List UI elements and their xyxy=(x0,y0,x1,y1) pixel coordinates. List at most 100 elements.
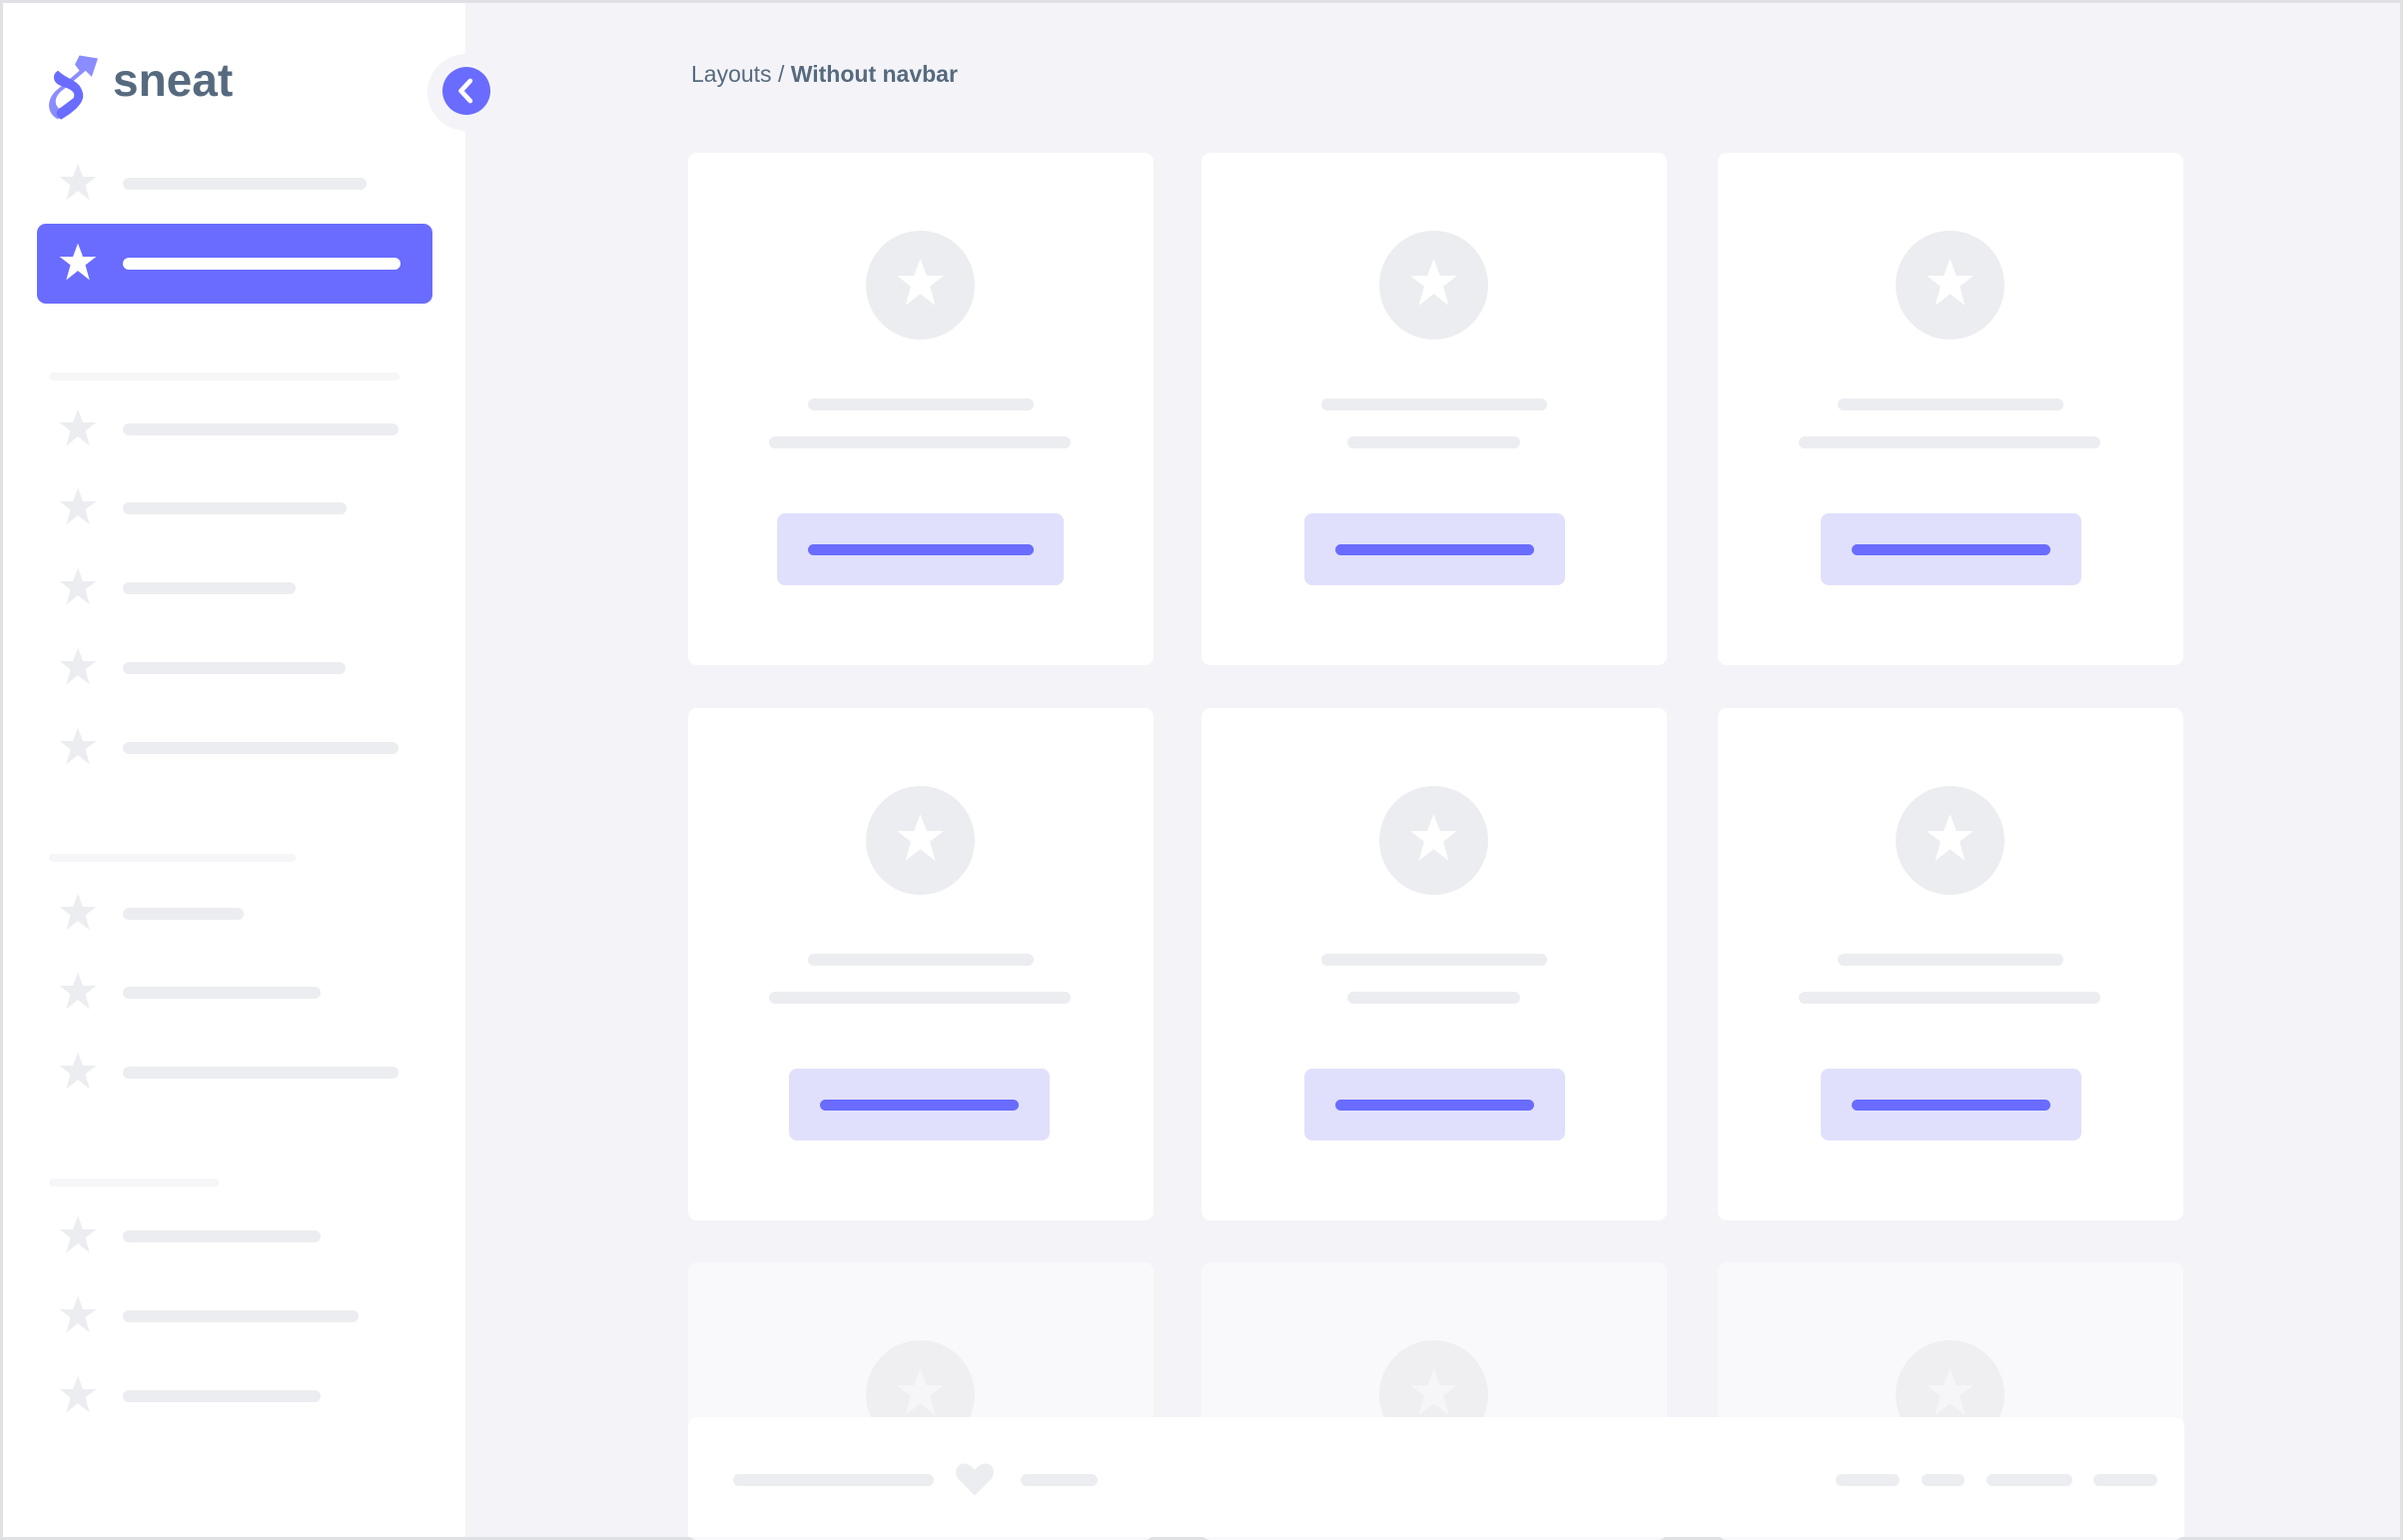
card-avatar xyxy=(1379,786,1488,895)
star-icon xyxy=(58,726,98,766)
card-button[interactable] xyxy=(1304,1069,1565,1141)
card-avatar xyxy=(1896,786,2004,895)
nav-item[interactable] xyxy=(37,389,432,469)
nav-item[interactable] xyxy=(37,1196,432,1276)
nav-item[interactable] xyxy=(37,953,432,1033)
nav-item[interactable] xyxy=(37,1033,432,1113)
card-text-placeholder xyxy=(769,436,1071,448)
star-icon xyxy=(1408,257,1459,308)
star-icon xyxy=(895,257,946,308)
star-icon xyxy=(58,971,98,1011)
sneat-logo-icon xyxy=(46,49,101,123)
star-icon xyxy=(58,1051,98,1091)
section-divider xyxy=(49,373,400,381)
footer-link-placeholder[interactable] xyxy=(1021,1474,1098,1486)
star-icon xyxy=(58,407,98,447)
nav-label-placeholder xyxy=(123,908,244,920)
nav-label-placeholder xyxy=(123,662,346,674)
nav-label-placeholder xyxy=(123,987,321,999)
card-title-placeholder xyxy=(808,398,1034,410)
nav-item[interactable] xyxy=(37,628,432,708)
star-icon xyxy=(1408,812,1459,863)
nav-item[interactable] xyxy=(37,144,432,224)
nav-item[interactable] xyxy=(37,874,432,954)
card-button[interactable] xyxy=(1304,513,1565,585)
nav-item[interactable] xyxy=(37,468,432,548)
star-icon xyxy=(895,812,946,863)
card-avatar xyxy=(866,231,975,340)
card-title-placeholder xyxy=(808,954,1034,966)
nav-item[interactable] xyxy=(37,708,432,788)
button-label-placeholder xyxy=(808,544,1034,555)
button-label-placeholder xyxy=(1852,544,2050,555)
star-icon xyxy=(1925,257,1976,308)
star-icon xyxy=(58,242,98,282)
star-icon xyxy=(58,566,98,606)
button-label-placeholder xyxy=(820,1100,1019,1111)
star-icon xyxy=(58,892,98,932)
breadcrumb-separator: / xyxy=(771,61,791,87)
star-icon xyxy=(58,646,98,686)
star-icon xyxy=(895,1366,946,1417)
placeholder-card xyxy=(688,153,1154,665)
card-button[interactable] xyxy=(1821,513,2081,585)
card-text-placeholder xyxy=(769,992,1071,1004)
star-icon xyxy=(58,1294,98,1334)
footer-link-placeholder[interactable] xyxy=(2093,1474,2157,1486)
star-icon xyxy=(1925,1366,1976,1417)
nav-item[interactable] xyxy=(37,1276,432,1356)
star-icon xyxy=(58,1214,98,1254)
card-text-placeholder xyxy=(1799,992,2100,1004)
card-button[interactable] xyxy=(1821,1069,2081,1141)
placeholder-card xyxy=(1202,153,1667,665)
collapse-sidebar-button[interactable] xyxy=(442,67,490,115)
nav-label-placeholder xyxy=(123,423,399,435)
nav-label-placeholder xyxy=(123,178,367,190)
card-avatar xyxy=(1379,231,1488,340)
nav-label-placeholder xyxy=(123,582,296,594)
star-icon xyxy=(58,1374,98,1414)
card-avatar xyxy=(866,786,975,895)
placeholder-card xyxy=(1718,708,2183,1220)
breadcrumb-parent[interactable]: Layouts xyxy=(691,61,772,87)
section-divider xyxy=(49,854,296,862)
nav-label-placeholder xyxy=(123,1230,321,1242)
card-title-placeholder xyxy=(1838,398,2063,410)
placeholder-card xyxy=(688,708,1154,1220)
card-text-placeholder xyxy=(1799,436,2100,448)
placeholder-card xyxy=(1718,153,2183,665)
placeholder-card xyxy=(1202,708,1667,1220)
star-icon xyxy=(58,486,98,526)
card-title-placeholder xyxy=(1321,954,1547,966)
footer-link-placeholder[interactable] xyxy=(1922,1474,1965,1486)
nav-label-placeholder xyxy=(123,1067,399,1079)
chevron-left-icon xyxy=(458,78,473,104)
breadcrumb: Layouts / Without navbar xyxy=(691,61,958,89)
footer xyxy=(688,1417,2184,1537)
footer-link-placeholder[interactable] xyxy=(1987,1474,2072,1486)
nav-label-placeholder xyxy=(123,742,399,754)
heart-icon xyxy=(955,1462,995,1497)
card-title-placeholder xyxy=(1838,954,2063,966)
star-icon xyxy=(58,162,98,202)
card-title-placeholder xyxy=(1321,398,1547,410)
section-divider xyxy=(49,1178,219,1186)
nav-item[interactable] xyxy=(37,548,432,628)
card-button[interactable] xyxy=(789,1069,1050,1141)
button-label-placeholder xyxy=(1852,1100,2050,1111)
footer-text-placeholder xyxy=(733,1474,934,1486)
nav-item[interactable] xyxy=(37,1356,432,1436)
star-icon xyxy=(1408,1366,1459,1417)
button-label-placeholder xyxy=(1335,1100,1534,1111)
nav-item-active[interactable] xyxy=(37,224,432,304)
nav-label-placeholder xyxy=(123,502,347,514)
brand-name[interactable]: sneat xyxy=(113,54,234,106)
button-label-placeholder xyxy=(1335,544,1534,555)
nav-label-placeholder xyxy=(123,1390,321,1402)
nav-label-placeholder xyxy=(123,258,400,270)
card-text-placeholder xyxy=(1347,992,1520,1004)
card-text-placeholder xyxy=(1347,436,1520,448)
footer-link-placeholder[interactable] xyxy=(1836,1474,1900,1486)
card-button[interactable] xyxy=(777,513,1064,585)
